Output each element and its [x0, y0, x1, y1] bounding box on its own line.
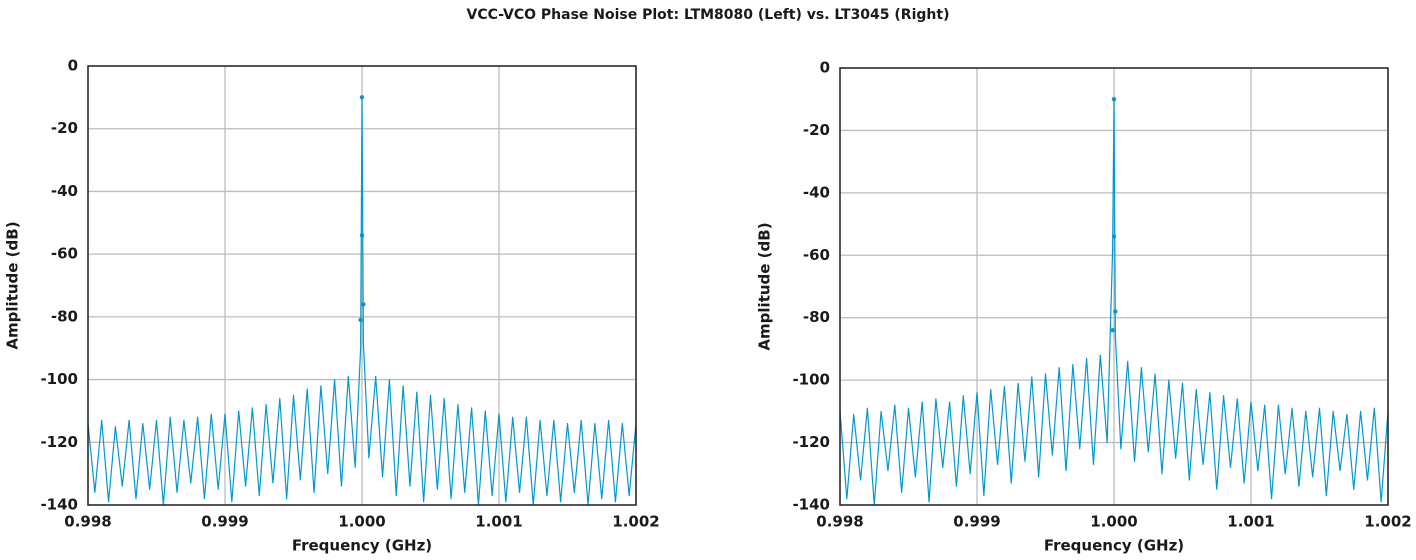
plot-frame: [87, 65, 637, 506]
chart: -140 -120 -100 -80 -60 -40 -20 0 0.998 0.999 1.000…: [756, 59, 1412, 555]
y-tick-label: -140: [40, 496, 78, 514]
y-tick-label: -20: [51, 119, 78, 137]
x-tick-label: 1.001: [1227, 513, 1274, 531]
x-axis-label: Frequency (GHz): [1044, 537, 1184, 555]
y-tick-label: -40: [803, 183, 830, 201]
y-tick-label: 0: [68, 57, 78, 75]
x-tick-label: 1.002: [612, 513, 659, 531]
y-tick-label: -120: [792, 433, 830, 451]
x-tick-label: 0.998: [816, 513, 863, 531]
plot-frame: [839, 67, 1389, 506]
peak-marker: [359, 95, 365, 100]
peak-marker: [361, 302, 366, 307]
peak-marker: [1111, 97, 1117, 102]
y-tick-label: -120: [40, 433, 78, 451]
peak-marker: [1113, 309, 1118, 314]
y-tick-label: 0: [820, 59, 830, 77]
x-tick-label: 0.999: [201, 513, 248, 531]
peak-marker: [1111, 234, 1117, 239]
y-tick-label: -40: [51, 182, 78, 200]
y-tick-label: -80: [803, 308, 830, 326]
y-tick-label: -100: [40, 370, 78, 388]
peak-marker: [1110, 328, 1115, 333]
peak-marker: [359, 233, 365, 238]
y-axis-label: Amplitude (dB): [4, 221, 22, 349]
y-tick-label: -100: [792, 371, 830, 389]
x-axis-label: Frequency (GHz): [292, 537, 432, 555]
peak-marker: [358, 317, 363, 323]
x-tick-label: 1.001: [475, 513, 522, 531]
chart: -140 -120 -100 -80 -60 -40 -20 0 0.998 0.999 1.000…: [4, 57, 660, 555]
y-axis-label: Amplitude (dB): [756, 222, 774, 350]
y-tick-label: -60: [51, 245, 78, 263]
y-tick-label: -60: [803, 246, 830, 264]
figure-title: VCC-VCO Phase Noise Plot: LTM8080 (Left)…: [467, 7, 950, 23]
x-tick-label: 0.999: [953, 513, 1000, 531]
x-tick-label: 1.002: [1364, 513, 1411, 531]
x-tick-label: 1.000: [1090, 513, 1137, 531]
y-tick-label: -80: [51, 307, 78, 325]
x-tick-label: 0.998: [64, 513, 111, 531]
y-tick-label: -140: [792, 496, 830, 514]
x-tick-label: 1.000: [338, 513, 385, 531]
y-tick-label: -20: [803, 121, 830, 139]
